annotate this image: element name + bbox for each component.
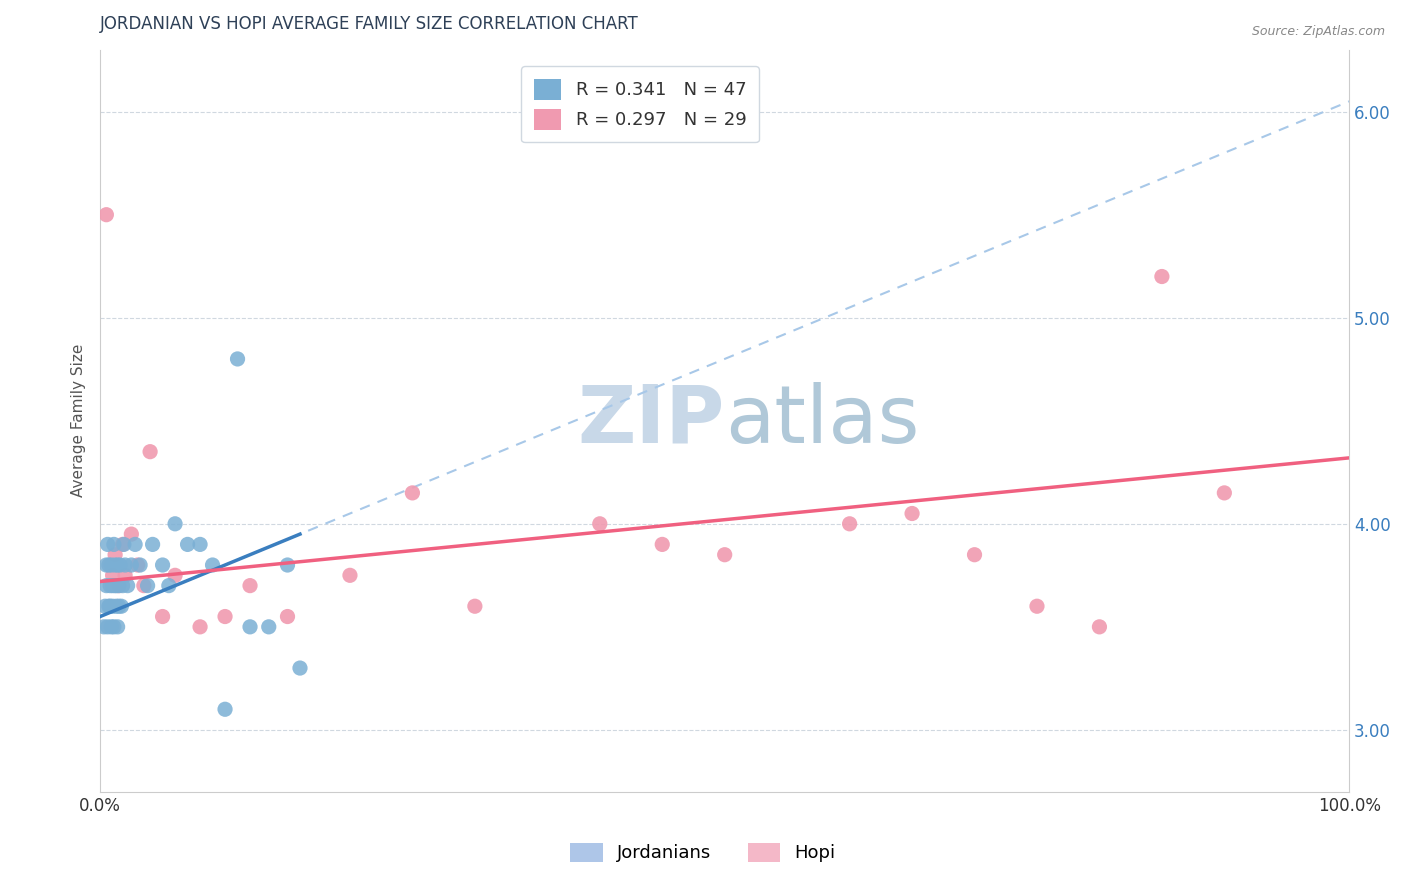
Point	[97, 620, 120, 634]
Point	[112, 537, 135, 551]
Point	[105, 599, 128, 614]
Point	[963, 548, 986, 562]
Point	[98, 599, 121, 614]
Point	[214, 702, 236, 716]
Point	[201, 558, 224, 572]
Point	[152, 609, 174, 624]
Point	[1150, 269, 1173, 284]
Point	[838, 516, 860, 531]
Point	[239, 620, 262, 634]
Point	[152, 558, 174, 572]
Point	[136, 579, 159, 593]
Point	[104, 548, 127, 562]
Point	[226, 351, 249, 366]
Point	[108, 579, 131, 593]
Point	[713, 548, 735, 562]
Point	[127, 558, 149, 572]
Point	[120, 558, 142, 572]
Point	[108, 579, 131, 593]
Legend: Jordanians, Hopi: Jordanians, Hopi	[562, 836, 844, 870]
Point	[104, 558, 127, 572]
Point	[132, 579, 155, 593]
Text: atlas: atlas	[724, 382, 920, 459]
Point	[114, 558, 136, 572]
Point	[239, 579, 262, 593]
Point	[93, 620, 115, 634]
Point	[111, 579, 134, 593]
Point	[139, 444, 162, 458]
Point	[901, 507, 924, 521]
Point	[589, 516, 612, 531]
Point	[108, 599, 131, 614]
Point	[107, 620, 129, 634]
Point	[96, 208, 118, 222]
Point	[124, 537, 146, 551]
Point	[257, 620, 280, 634]
Point	[104, 579, 127, 593]
Point	[111, 537, 134, 551]
Point	[96, 558, 118, 572]
Point	[214, 609, 236, 624]
Text: ZIP: ZIP	[578, 382, 724, 459]
Text: JORDANIAN VS HOPI AVERAGE FAMILY SIZE CORRELATION CHART: JORDANIAN VS HOPI AVERAGE FAMILY SIZE CO…	[100, 15, 638, 33]
Point	[1088, 620, 1111, 634]
Point	[101, 568, 124, 582]
Y-axis label: Average Family Size: Average Family Size	[72, 344, 86, 498]
Point	[107, 558, 129, 572]
Point	[288, 661, 311, 675]
Point	[101, 579, 124, 593]
Point	[401, 486, 423, 500]
Point	[142, 537, 165, 551]
Point	[120, 527, 142, 541]
Point	[1213, 486, 1236, 500]
Point	[651, 537, 673, 551]
Point	[108, 558, 131, 572]
Point	[165, 568, 187, 582]
Point	[98, 579, 121, 593]
Point	[176, 537, 198, 551]
Point	[105, 579, 128, 593]
Point	[117, 579, 139, 593]
Point	[97, 599, 120, 614]
Point	[110, 599, 132, 614]
Point	[276, 609, 298, 624]
Point	[97, 537, 120, 551]
Point	[114, 568, 136, 582]
Point	[129, 558, 152, 572]
Point	[103, 620, 125, 634]
Legend: R = 0.341   N = 47, R = 0.297   N = 29: R = 0.341 N = 47, R = 0.297 N = 29	[522, 66, 759, 143]
Point	[1026, 599, 1049, 614]
Point	[97, 558, 120, 572]
Point	[100, 558, 122, 572]
Point	[103, 537, 125, 551]
Point	[339, 568, 361, 582]
Point	[100, 620, 122, 634]
Point	[188, 537, 211, 551]
Point	[464, 599, 486, 614]
Point	[165, 516, 187, 531]
Point	[96, 579, 118, 593]
Point	[188, 620, 211, 634]
Text: Source: ZipAtlas.com: Source: ZipAtlas.com	[1251, 25, 1385, 38]
Point	[101, 599, 124, 614]
Point	[94, 599, 117, 614]
Point	[157, 579, 180, 593]
Point	[276, 558, 298, 572]
